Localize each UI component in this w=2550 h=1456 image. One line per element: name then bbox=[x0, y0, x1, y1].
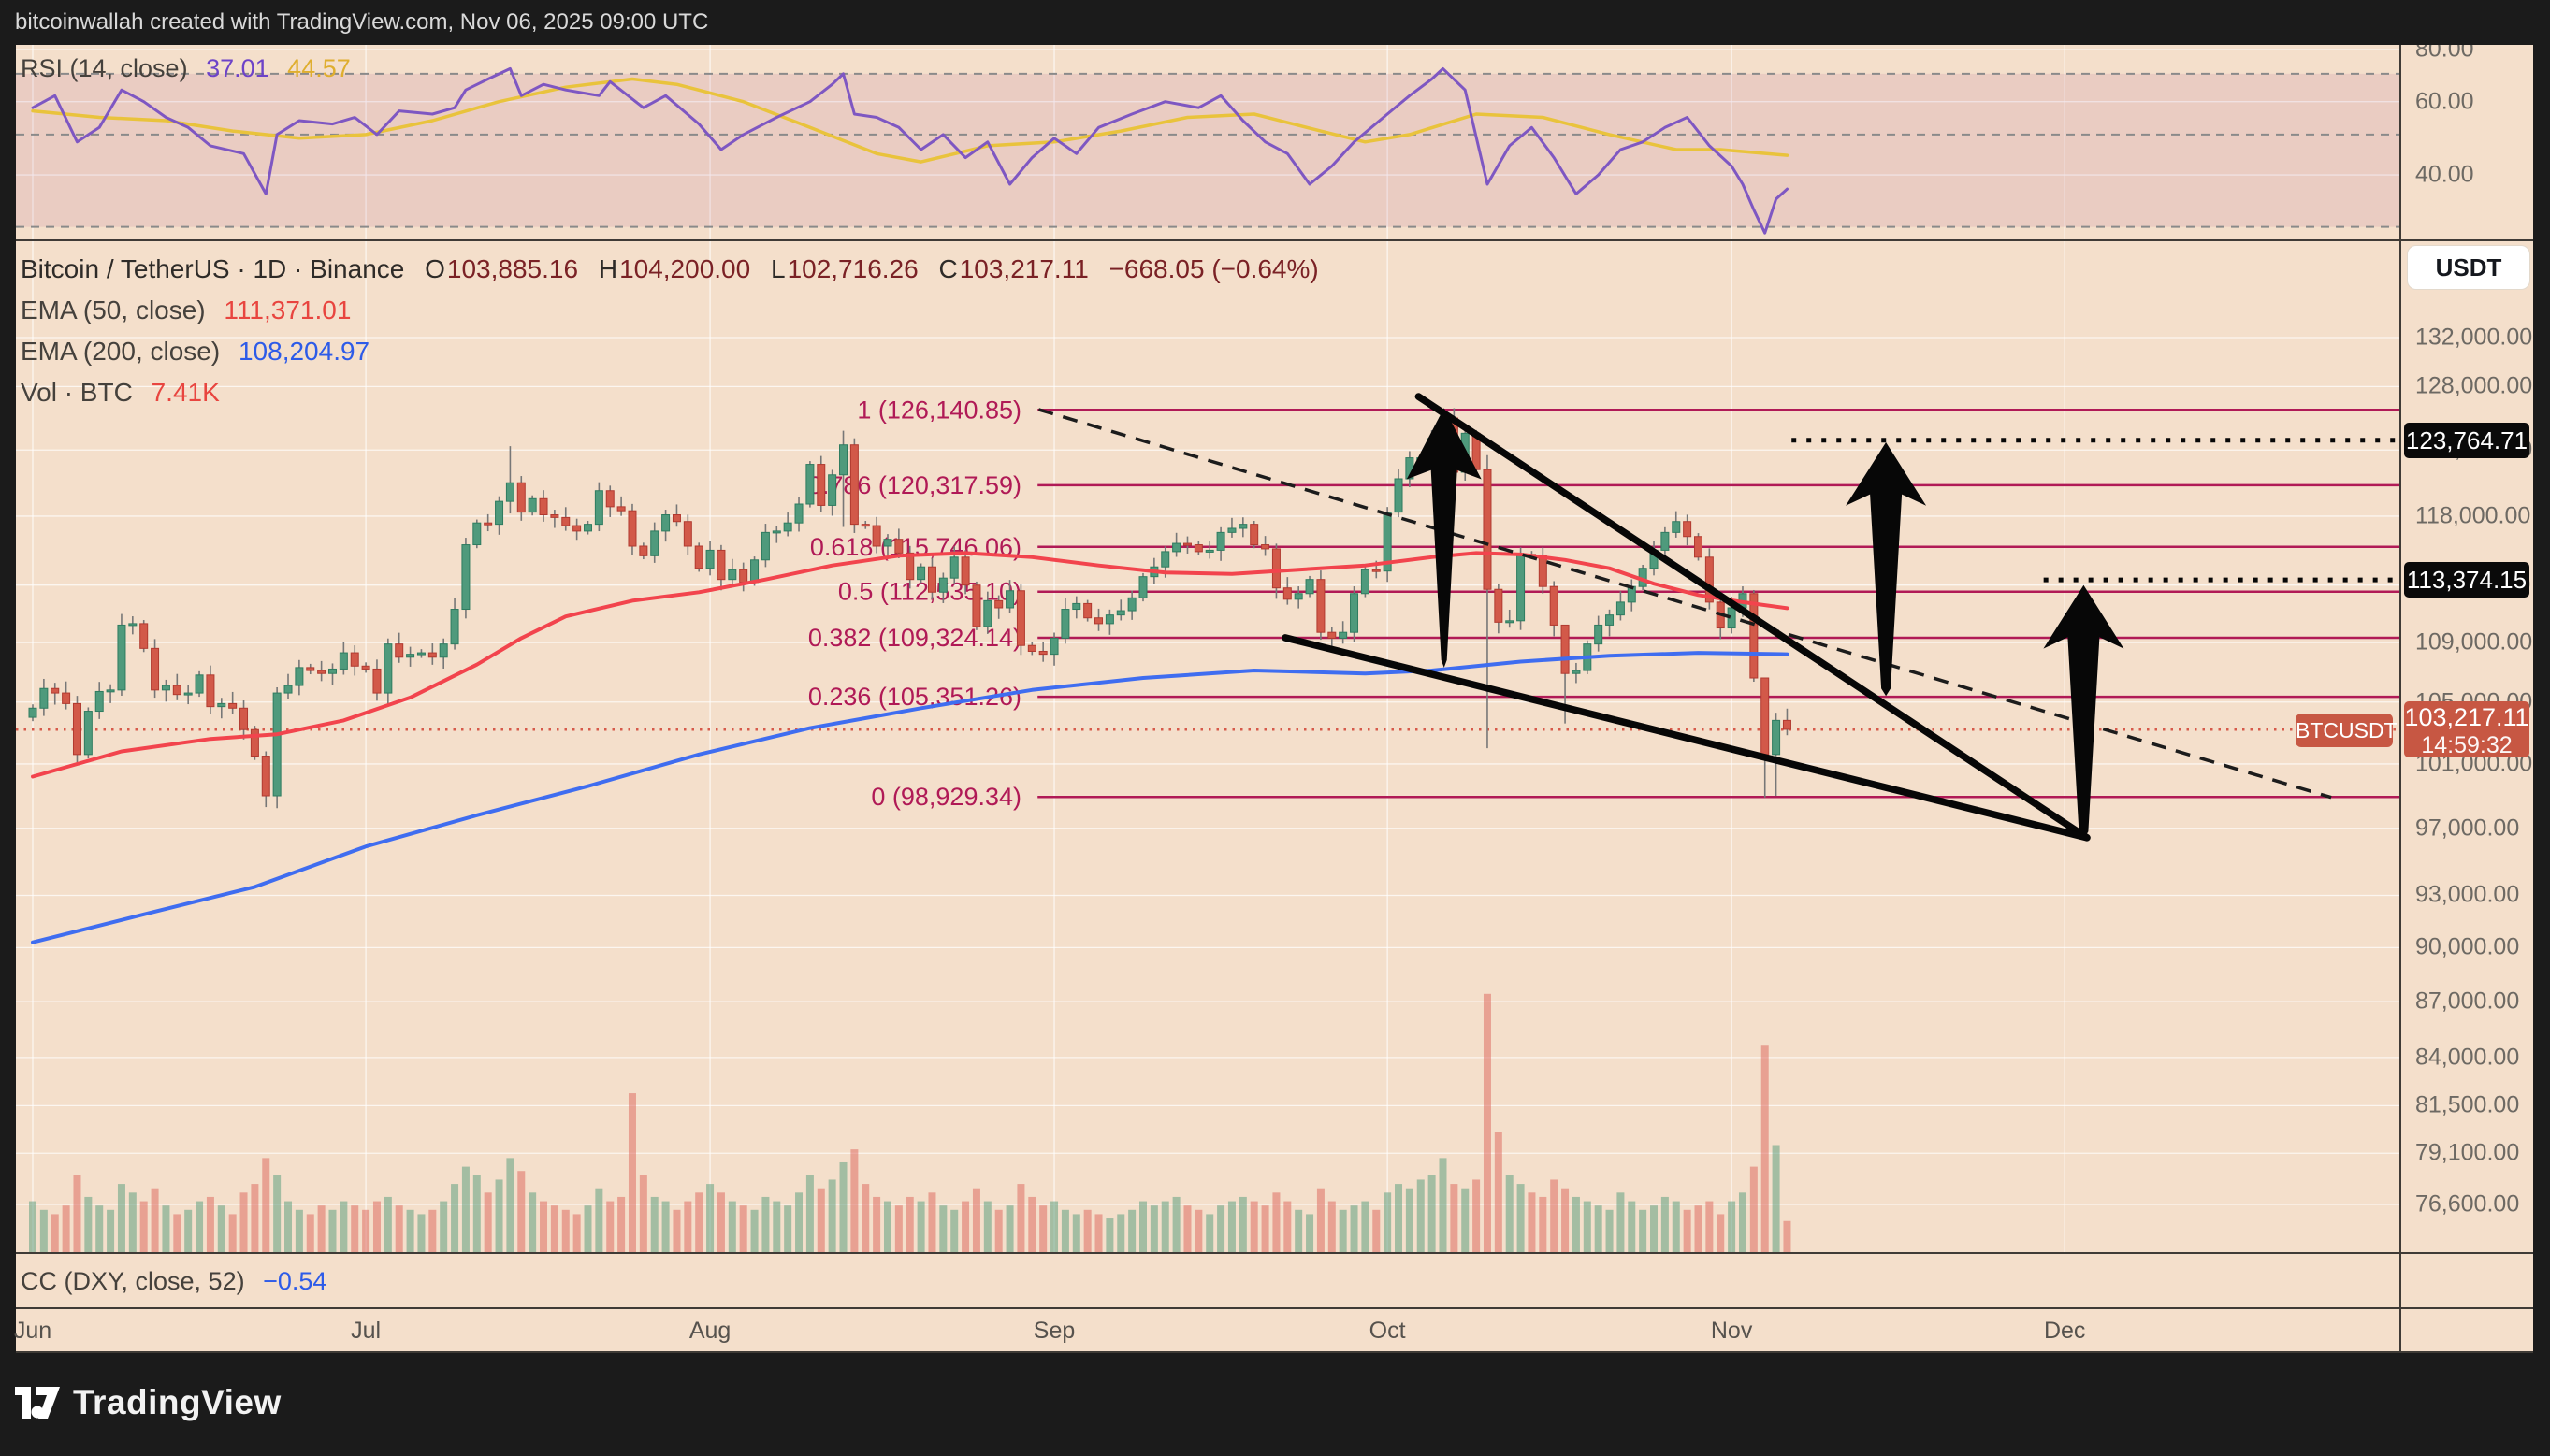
price-level-badge-lower: 113,374.15 bbox=[2404, 562, 2529, 598]
price-tick-132,000.00: 132,000.00 bbox=[2415, 324, 2533, 351]
open-value: 103,885.16 bbox=[446, 254, 579, 283]
price-level-badge-upper: 123,764.71 bbox=[2404, 422, 2529, 458]
tradingview-logo-text: TradingView bbox=[73, 1383, 282, 1421]
last-price-badge: 103,217.11 14:59:32 bbox=[2404, 700, 2529, 758]
open-label: O bbox=[425, 254, 445, 283]
cc-legend[interactable]: CC (DXY, close, 52) −0.54 bbox=[21, 1267, 326, 1296]
ema50-value: 111,371.01 bbox=[224, 296, 352, 324]
month-label-Oct: Oct bbox=[1369, 1318, 1406, 1344]
ema200-line[interactable] bbox=[31, 651, 1789, 944]
rsi-tick-60.00: 60.00 bbox=[2415, 88, 2474, 115]
cc-legend-title: CC (DXY, close, 52) bbox=[21, 1267, 245, 1295]
close-value: 103,217.11 bbox=[959, 254, 1089, 283]
grid-layer bbox=[16, 45, 2400, 1253]
chart-background bbox=[16, 45, 2533, 1353]
ema200-label: EMA (200, close) bbox=[21, 337, 221, 366]
symbol-price-chip: BTCUSDT bbox=[2296, 714, 2398, 747]
footer-bar: TradingView bbox=[0, 1353, 2550, 1456]
main-pane-layer: 1 (126,140.85)0.786 (120,317.59)0.618 (1… bbox=[16, 393, 2400, 1253]
low-label: L bbox=[770, 254, 786, 283]
price-tick-81,500.00: 81,500.00 bbox=[2415, 1091, 2520, 1118]
price-tick-90,000.00: 90,000.00 bbox=[2415, 933, 2520, 960]
symbol-legend[interactable]: Bitcoin / TetherUS · 1D · Binance O103,8… bbox=[21, 254, 1332, 284]
price-tick-93,000.00: 93,000.00 bbox=[2415, 881, 2520, 908]
price-tick-97,000.00: 97,000.00 bbox=[2415, 814, 2520, 842]
price-tick-128,000.00: 128,000.00 bbox=[2415, 372, 2533, 399]
fib-label-0.786: 0.786 (120,317.59) bbox=[808, 471, 1021, 499]
annotation-drawings[interactable] bbox=[1037, 393, 2400, 842]
price-tick-109,000.00: 109,000.00 bbox=[2415, 628, 2533, 656]
ema50-line[interactable] bbox=[31, 551, 1789, 779]
price-scale[interactable]: 80.0060.0040.00132,000.00128,000.00123,0… bbox=[2400, 36, 2533, 1353]
price-tick-79,100.00: 79,100.00 bbox=[2415, 1139, 2520, 1166]
lower-badge-value: 113,374.15 bbox=[2406, 566, 2528, 595]
volume-label: Vol · BTC bbox=[21, 378, 133, 407]
volume-bars bbox=[29, 993, 1791, 1253]
fib-label-0: 0 (98,929.34) bbox=[871, 783, 1021, 811]
ema50-label: EMA (50, close) bbox=[21, 296, 206, 324]
price-tick-87,000.00: 87,000.00 bbox=[2415, 987, 2520, 1015]
tradingview-logo-icon bbox=[15, 1387, 60, 1419]
rsi-legend-title: RSI (14, close) bbox=[21, 54, 188, 82]
change-value: −668.05 (−0.64%) bbox=[1108, 254, 1319, 283]
ema50-legend[interactable]: EMA (50, close) 111,371.01 bbox=[21, 296, 351, 325]
price-tick-76,600.00: 76,600.00 bbox=[2415, 1190, 2520, 1218]
month-label-Dec: Dec bbox=[2043, 1318, 2086, 1344]
symbol-title: Bitcoin / TetherUS · 1D · Binance bbox=[21, 254, 405, 283]
price-tick-118,000.00: 118,000.00 bbox=[2415, 502, 2531, 529]
rsi-tick-40.00: 40.00 bbox=[2415, 161, 2474, 188]
symbol-chip-text: BTCUSDT bbox=[2296, 718, 2398, 742]
ema200-legend[interactable]: EMA (200, close) 108,204.97 bbox=[21, 337, 369, 367]
attribution-text: bitcoinwallah created with TradingView.c… bbox=[15, 9, 709, 35]
time-axis[interactable]: Jun Jul Aug Sep Oct Nov Dec bbox=[13, 1308, 2533, 1353]
tradingview-logo[interactable]: TradingView bbox=[15, 1383, 282, 1422]
rsi-pane-layer bbox=[16, 66, 2400, 235]
rsi-ma-value: 44.57 bbox=[287, 54, 351, 82]
month-label-Jun: Jun bbox=[13, 1318, 52, 1344]
month-label-Aug: Aug bbox=[688, 1318, 732, 1344]
month-label-Sep: Sep bbox=[1033, 1318, 1076, 1344]
high-value: 104,200.00 bbox=[619, 254, 751, 283]
fib-label-0.382: 0.382 (109,324.14) bbox=[808, 624, 1021, 652]
last-price-value: 103,217.11 bbox=[2404, 702, 2529, 731]
rsi-legend[interactable]: RSI (14, close) 37.01 44.57 bbox=[21, 54, 351, 83]
upper-badge-value: 123,764.71 bbox=[2405, 425, 2528, 454]
rsi-value: 37.01 bbox=[206, 54, 269, 82]
cc-value: −0.54 bbox=[263, 1267, 327, 1295]
currency-toggle-button[interactable]: USDT bbox=[2407, 245, 2530, 290]
volume-legend[interactable]: Vol · BTC 7.41K bbox=[21, 378, 220, 408]
currency-button-label: USDT bbox=[2435, 253, 2502, 281]
attribution-bar: bitcoinwallah created with TradingView.c… bbox=[0, 0, 2550, 45]
volume-value: 7.41K bbox=[151, 378, 220, 407]
close-label: C bbox=[938, 254, 958, 283]
high-label: H bbox=[598, 254, 618, 283]
price-tick-84,000.00: 84,000.00 bbox=[2415, 1044, 2520, 1071]
ema200-value: 108,204.97 bbox=[238, 337, 370, 366]
low-value: 102,716.26 bbox=[787, 254, 919, 283]
month-label-Jul: Jul bbox=[351, 1318, 382, 1344]
countdown-timer: 14:59:32 bbox=[2421, 731, 2513, 758]
fib-label-1: 1 (126,140.85) bbox=[857, 396, 1021, 424]
month-label-Nov: Nov bbox=[1710, 1318, 1753, 1344]
pane-separators bbox=[16, 45, 2533, 1353]
